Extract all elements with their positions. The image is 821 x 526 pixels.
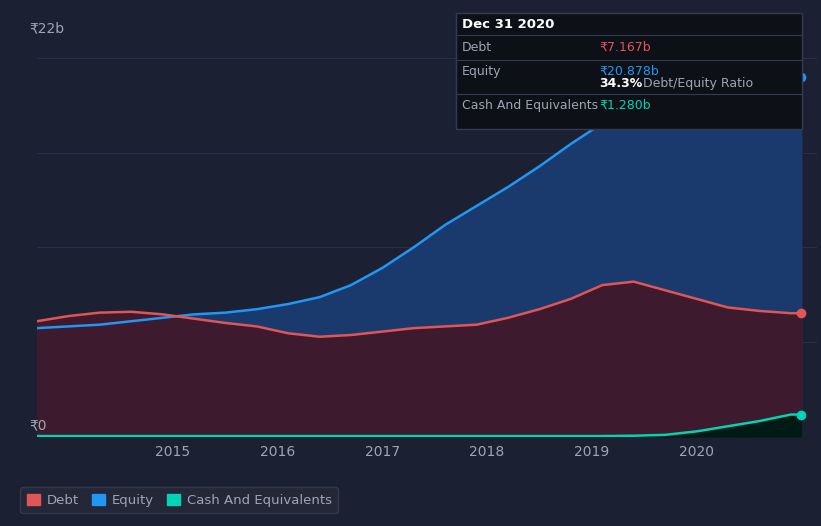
Text: 34.3%: 34.3% [599,77,643,89]
Text: Debt: Debt [462,41,493,54]
Text: ₹0: ₹0 [30,419,47,433]
Text: ₹20.878b: ₹20.878b [599,65,659,77]
Text: Cash And Equivalents: Cash And Equivalents [462,99,599,112]
Legend: Debt, Equity, Cash And Equivalents: Debt, Equity, Cash And Equivalents [21,487,338,513]
Text: Dec 31 2020: Dec 31 2020 [462,18,555,31]
Text: ₹1.280b: ₹1.280b [599,99,651,112]
Text: Debt/Equity Ratio: Debt/Equity Ratio [639,77,753,89]
Text: ₹22b: ₹22b [30,21,64,35]
Text: Equity: Equity [462,65,502,77]
Text: ₹7.167b: ₹7.167b [599,41,651,54]
